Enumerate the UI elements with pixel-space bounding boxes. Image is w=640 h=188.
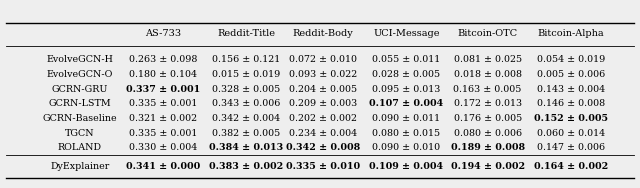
Text: 0.234 ± 0.004: 0.234 ± 0.004 [289,129,357,138]
Text: 0.180 ± 0.104: 0.180 ± 0.104 [129,70,197,79]
Text: 0.384 ± 0.013: 0.384 ± 0.013 [209,143,284,152]
Text: 0.109 ± 0.004: 0.109 ± 0.004 [369,162,444,171]
Text: 0.080 ± 0.006: 0.080 ± 0.006 [454,129,522,138]
Text: 0.147 ± 0.006: 0.147 ± 0.006 [537,143,605,152]
Text: 0.072 ± 0.010: 0.072 ± 0.010 [289,55,357,64]
Text: 0.055 ± 0.011: 0.055 ± 0.011 [372,55,440,64]
Text: 0.342 ± 0.004: 0.342 ± 0.004 [212,114,280,123]
Text: UCI-Message: UCI-Message [373,29,440,38]
Text: 0.163 ± 0.005: 0.163 ± 0.005 [454,85,522,94]
Text: Reddit-Body: Reddit-Body [293,29,353,38]
Text: 0.263 ± 0.098: 0.263 ± 0.098 [129,55,197,64]
Text: 0.081 ± 0.025: 0.081 ± 0.025 [454,55,522,64]
Text: 0.194 ± 0.002: 0.194 ± 0.002 [451,162,525,171]
Text: 0.060 ± 0.014: 0.060 ± 0.014 [537,129,605,138]
Text: EvolveGCN-O: EvolveGCN-O [47,70,113,79]
Text: 0.335 ± 0.001: 0.335 ± 0.001 [129,99,197,108]
Text: 0.189 ± 0.008: 0.189 ± 0.008 [451,143,525,152]
Text: Bitcoin-Alpha: Bitcoin-Alpha [538,29,604,38]
Text: 0.090 ± 0.011: 0.090 ± 0.011 [372,114,440,123]
Text: 0.328 ± 0.005: 0.328 ± 0.005 [212,85,280,94]
Text: 0.054 ± 0.019: 0.054 ± 0.019 [537,55,605,64]
Text: EvolveGCN-H: EvolveGCN-H [47,55,113,64]
Text: 0.143 ± 0.004: 0.143 ± 0.004 [537,85,605,94]
Text: 0.342 ± 0.008: 0.342 ± 0.008 [286,143,360,152]
Text: 0.146 ± 0.008: 0.146 ± 0.008 [537,99,605,108]
Text: 0.335 ± 0.010: 0.335 ± 0.010 [286,162,360,171]
Text: ROLAND: ROLAND [58,143,102,152]
Text: AS-733: AS-733 [145,29,181,38]
Text: 0.337 ± 0.001: 0.337 ± 0.001 [126,85,200,94]
Text: 0.321 ± 0.002: 0.321 ± 0.002 [129,114,197,123]
Text: 0.028 ± 0.005: 0.028 ± 0.005 [372,70,440,79]
Text: GCRN-GRU: GCRN-GRU [52,85,108,94]
Text: 0.090 ± 0.010: 0.090 ± 0.010 [372,143,440,152]
Text: 0.018 ± 0.008: 0.018 ± 0.008 [454,70,522,79]
Text: 0.176 ± 0.005: 0.176 ± 0.005 [454,114,522,123]
Text: 0.382 ± 0.005: 0.382 ± 0.005 [212,129,280,138]
Text: 0.107 ± 0.004: 0.107 ± 0.004 [369,99,444,108]
Text: 0.095 ± 0.013: 0.095 ± 0.013 [372,85,440,94]
Text: 0.172 ± 0.013: 0.172 ± 0.013 [454,99,522,108]
Text: 0.080 ± 0.015: 0.080 ± 0.015 [372,129,440,138]
Text: 0.005 ± 0.006: 0.005 ± 0.006 [537,70,605,79]
Text: 0.093 ± 0.022: 0.093 ± 0.022 [289,70,357,79]
Text: 0.164 ± 0.002: 0.164 ± 0.002 [534,162,608,171]
Text: DyExplainer: DyExplainer [51,162,109,171]
Text: 0.330 ± 0.004: 0.330 ± 0.004 [129,143,197,152]
Text: 0.202 ± 0.002: 0.202 ± 0.002 [289,114,357,123]
Text: Bitcoin-OTC: Bitcoin-OTC [458,29,518,38]
Text: 0.015 ± 0.019: 0.015 ± 0.019 [212,70,280,79]
Text: 0.383 ± 0.002: 0.383 ± 0.002 [209,162,284,171]
Text: 0.204 ± 0.005: 0.204 ± 0.005 [289,85,357,94]
Text: GCRN-LSTM: GCRN-LSTM [49,99,111,108]
Text: 0.343 ± 0.006: 0.343 ± 0.006 [212,99,280,108]
Text: 0.156 ± 0.121: 0.156 ± 0.121 [212,55,280,64]
Text: GCRN-Baseline: GCRN-Baseline [43,114,117,123]
Text: 0.209 ± 0.003: 0.209 ± 0.003 [289,99,357,108]
Text: 0.341 ± 0.000: 0.341 ± 0.000 [126,162,200,171]
Text: 0.335 ± 0.001: 0.335 ± 0.001 [129,129,197,138]
Text: 0.152 ± 0.005: 0.152 ± 0.005 [534,114,608,123]
Text: TGCN: TGCN [65,129,95,138]
Text: Reddit-Title: Reddit-Title [218,29,275,38]
